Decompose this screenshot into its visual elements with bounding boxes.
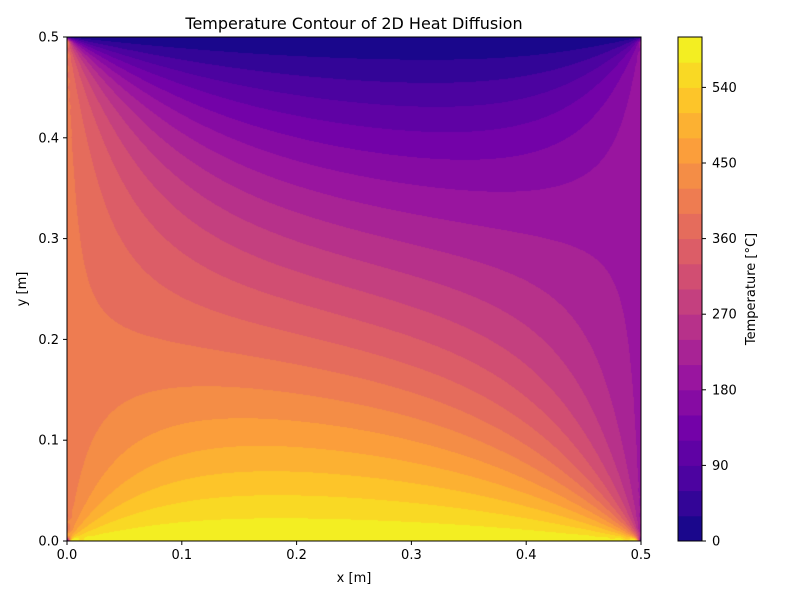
colorbar-level-swatch xyxy=(678,389,702,416)
colorbar-border xyxy=(677,36,703,542)
colorbar-level-swatch xyxy=(678,213,702,240)
y-tick-label: 0.0 xyxy=(38,535,59,550)
colorbar-level-swatch xyxy=(678,465,702,492)
x-tick-label: 0.3 xyxy=(401,548,422,563)
colorbar-level-swatch xyxy=(678,62,702,88)
colorbar-tick-label: 180 xyxy=(712,383,737,398)
x-tick-label: 0.1 xyxy=(171,548,192,563)
colorbar-level-swatch xyxy=(678,112,702,139)
colorbar-level-swatch xyxy=(678,137,702,164)
colorbar-level-swatch xyxy=(678,163,702,189)
chart-title: Temperature Contour of 2D Heat Diffusion xyxy=(184,14,522,33)
colorbar-level-swatch xyxy=(678,440,702,466)
x-tick-label: 0.5 xyxy=(631,548,652,563)
colorbar-level-swatch xyxy=(678,364,702,391)
colorbar-level-swatch xyxy=(678,314,702,340)
y-tick-label: 0.3 xyxy=(38,232,59,247)
colorbar-tick-label: 540 xyxy=(712,81,737,96)
colorbar-level-swatch xyxy=(678,188,702,214)
colorbar: 0 90 180 270 360 450 540 xyxy=(677,36,737,550)
colorbar-tick-label: 270 xyxy=(712,308,737,323)
x-tick-label: 0.2 xyxy=(286,548,307,563)
colorbar-tick-label: 360 xyxy=(712,232,737,247)
y-axis: 0.0 0.1 0.2 0.3 0.4 0.5 xyxy=(38,31,67,550)
plot-border xyxy=(66,36,642,542)
plot-frame xyxy=(66,36,642,542)
colorbar-level-swatch xyxy=(678,515,702,542)
colorbar-level-swatch xyxy=(678,490,702,517)
colorbar-level-swatch xyxy=(678,289,702,315)
contour-plot-area xyxy=(67,37,641,541)
colorbar-label: Temperature [°C] xyxy=(744,233,759,346)
y-axis-label: y [m] xyxy=(15,272,30,307)
y-tick-label: 0.1 xyxy=(38,434,59,449)
colorbar-tick-label: 450 xyxy=(712,157,737,172)
colorbar-level-swatch xyxy=(678,37,702,63)
x-tick-label: 0.0 xyxy=(57,548,78,563)
colorbar-level-swatch xyxy=(678,415,702,441)
colorbar-level-swatch xyxy=(678,238,702,265)
y-tick-label: 0.5 xyxy=(38,31,59,46)
x-axis: 0.0 0.1 0.2 0.3 0.4 0.5 xyxy=(57,541,652,563)
x-tick-label: 0.4 xyxy=(516,548,537,563)
colorbar-tick-label: 90 xyxy=(712,459,729,474)
colorbar-level-swatch xyxy=(678,87,702,114)
colorbar-level-swatch xyxy=(678,263,702,290)
y-tick-label: 0.4 xyxy=(38,131,59,146)
colorbar-level-swatch xyxy=(678,339,702,366)
x-axis-label: x [m] xyxy=(337,571,372,586)
colorbar-tick-label: 0 xyxy=(712,535,720,550)
y-tick-label: 0.2 xyxy=(38,333,59,348)
temperature-contour-fill xyxy=(67,37,641,541)
